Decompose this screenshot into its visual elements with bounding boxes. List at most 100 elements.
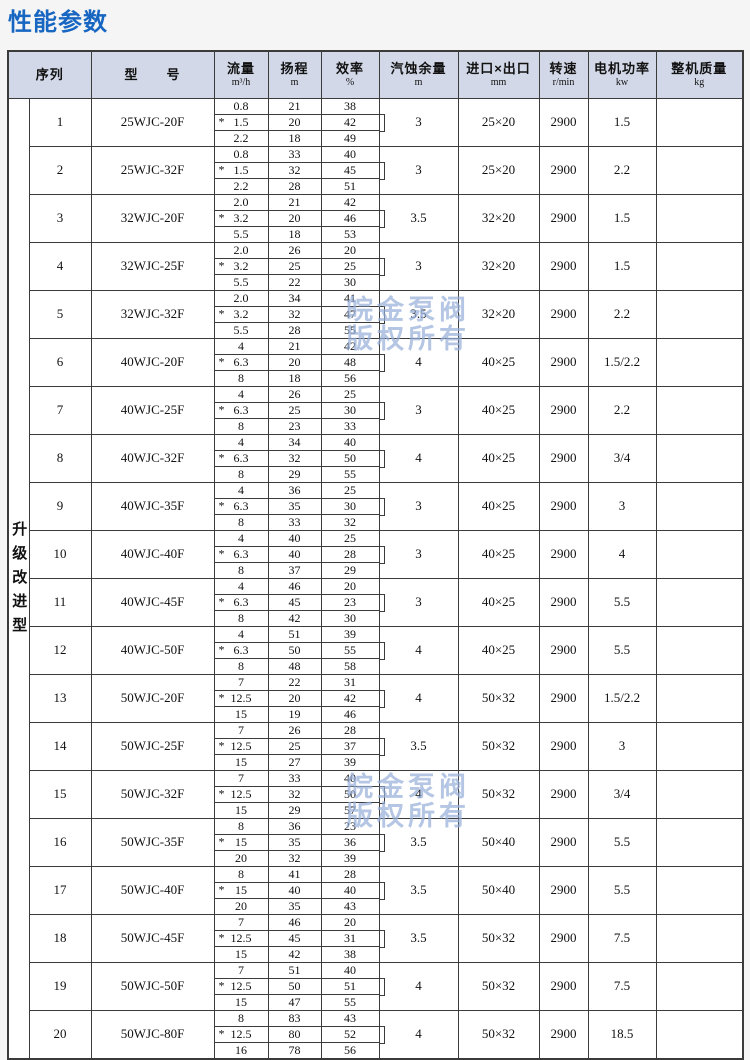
efficiency-cell: 56 <box>320 369 380 387</box>
npsh-cell: 3.5 <box>378 817 459 867</box>
efficiency-cell: 30 <box>320 609 380 627</box>
flow-cell: * 12.5 <box>213 1025 269 1043</box>
spec-subrow: 8 23 33 <box>8 417 743 435</box>
flow-cell: 8 <box>213 865 269 883</box>
spec-subrow: 2 25WJC-32F 0.8 33 40 3 25×20 2900 2.2 <box>8 145 744 195</box>
efficiency-cell: 40 <box>320 433 380 451</box>
speed-cell: 2900 <box>538 193 589 243</box>
ports-cell: 25×20 <box>457 97 540 147</box>
flow-cell: * 6.3 <box>213 449 269 467</box>
spec-subrow: 7 40WJC-25F 4 26 25 3 40×25 2900 2.2 <box>8 385 744 435</box>
flow-value: 8 <box>238 418 245 433</box>
efficiency-cell: 55 <box>320 993 380 1011</box>
flow-cell: 4 <box>213 577 269 595</box>
flow-value: 12.5 <box>230 690 252 705</box>
efficiency-cell: 41 <box>320 289 380 307</box>
spec-subrow: * 15 35 36 <box>8 833 743 852</box>
flow-cell: 16 <box>213 1041 269 1059</box>
spec-subrow: 14 50WJC-25F 7 26 28 3.5 50×32 2900 3 <box>8 721 744 771</box>
npsh-cell: 4 <box>378 433 459 483</box>
speed-cell: 2900 <box>538 817 589 867</box>
serial-cell: 20 <box>28 1009 92 1059</box>
flow-value: 15 <box>235 994 248 1009</box>
head-cell: 42 <box>267 945 322 963</box>
head-cell: 46 <box>267 577 322 595</box>
spec-subrow: 升级改进型 1 25WJC-20F 0.8 21 38 3 25×20 2900 1.5 <box>7 97 744 1059</box>
npsh-cell: 3.5 <box>378 721 459 771</box>
spec-subrow: 10 40WJC-40F 4 40 25 3 40×25 2900 4 <box>8 529 744 579</box>
star-mark: * <box>218 738 225 753</box>
col-header-flow: 流量 m³/h <box>213 50 269 99</box>
spec-subrow: 5.5 28 55 <box>8 321 743 339</box>
spec-subrow: * 6.3 35 30 <box>8 497 743 516</box>
head-cell: 32 <box>267 785 322 803</box>
spec-subrow: * 12.5 32 50 <box>8 785 743 804</box>
flow-cell: * 12.5 <box>213 737 269 755</box>
efficiency-cell: 43 <box>320 1009 380 1027</box>
flow-value: 3.2 <box>233 258 249 273</box>
efficiency-cell: 30 <box>320 273 380 291</box>
col-header-ports: 进口×出口 mm <box>457 50 540 99</box>
spec-subrow: * 15 40 40 <box>8 881 743 900</box>
head-cell: 26 <box>267 241 322 259</box>
star-mark: * <box>218 498 225 513</box>
flow-value: 12.5 <box>230 930 252 945</box>
spec-subrow: 20 32 39 <box>8 849 743 867</box>
power-cell: 3/4 <box>587 433 657 483</box>
model-cell: 50WJC-40F <box>90 865 215 915</box>
flow-cell: * 6.3 <box>213 401 269 419</box>
model-cell: 40WJC-50F <box>90 625 215 675</box>
flow-value: 12.5 <box>230 978 252 993</box>
flow-value: 6.3 <box>233 642 249 657</box>
flow-value: 7 <box>238 962 245 977</box>
serial-cell: 9 <box>28 481 92 531</box>
table-body: 升级改进型 1 25WJC-20F 0.8 21 38 3 25×20 2900 1.5 * 1.5 2… <box>7 97 744 1059</box>
flow-cell: 5.5 <box>213 321 269 339</box>
star-mark: * <box>218 354 225 369</box>
head-cell: 42 <box>267 609 322 627</box>
flow-cell: * 6.3 <box>213 593 269 611</box>
efficiency-cell: 47 <box>320 305 386 324</box>
efficiency-cell: 55 <box>320 321 380 339</box>
weight-cell <box>655 529 744 579</box>
speed-cell: 2900 <box>538 673 589 723</box>
serial-cell: 11 <box>28 577 92 627</box>
col-header-head: 扬程 m <box>267 50 322 99</box>
spec-subrow: * 12.5 50 51 <box>8 977 743 996</box>
star-mark: * <box>218 786 225 801</box>
weight-cell <box>655 817 744 867</box>
flow-cell: * 15 <box>213 833 269 851</box>
efficiency-cell: 48 <box>320 353 386 372</box>
head-cell: 18 <box>267 225 322 243</box>
flow-value: 5.5 <box>233 274 249 289</box>
head-cell: 40 <box>267 545 322 563</box>
efficiency-cell: 38 <box>320 945 380 963</box>
efficiency-cell: 25 <box>320 385 380 403</box>
star-mark: * <box>218 114 225 129</box>
model-cell: 40WJC-35F <box>90 481 215 531</box>
efficiency-cell: 25 <box>320 529 380 547</box>
flow-cell: 7 <box>213 961 269 979</box>
flow-cell: 20 <box>213 849 269 867</box>
flow-value: 7 <box>238 770 245 785</box>
efficiency-cell: 38 <box>320 97 380 115</box>
speed-cell: 2900 <box>538 529 589 579</box>
power-cell: 1.5 <box>587 193 657 243</box>
col-header-power: 电机功率 kw <box>587 50 657 99</box>
power-cell: 5.5 <box>587 625 657 675</box>
npsh-cell: 4 <box>378 769 459 819</box>
weight-cell <box>655 241 744 291</box>
star-mark: * <box>218 594 225 609</box>
table-header: 序列 型 号 流量 m³/h 扬程 m 效率 % 汽蚀余量 <box>7 50 744 99</box>
model-cell: 25WJC-32F <box>90 145 215 195</box>
serial-cell: 3 <box>28 193 92 243</box>
flow-cell: * 12.5 <box>213 689 269 707</box>
star-mark: * <box>218 210 225 225</box>
ports-cell: 40×25 <box>457 481 540 531</box>
star-mark: * <box>218 882 225 897</box>
head-cell: 21 <box>267 193 322 211</box>
model-cell: 25WJC-20F <box>90 97 215 147</box>
flow-value: 7 <box>238 914 245 929</box>
head-cell: 26 <box>267 721 322 739</box>
flow-value: 7 <box>238 674 245 689</box>
